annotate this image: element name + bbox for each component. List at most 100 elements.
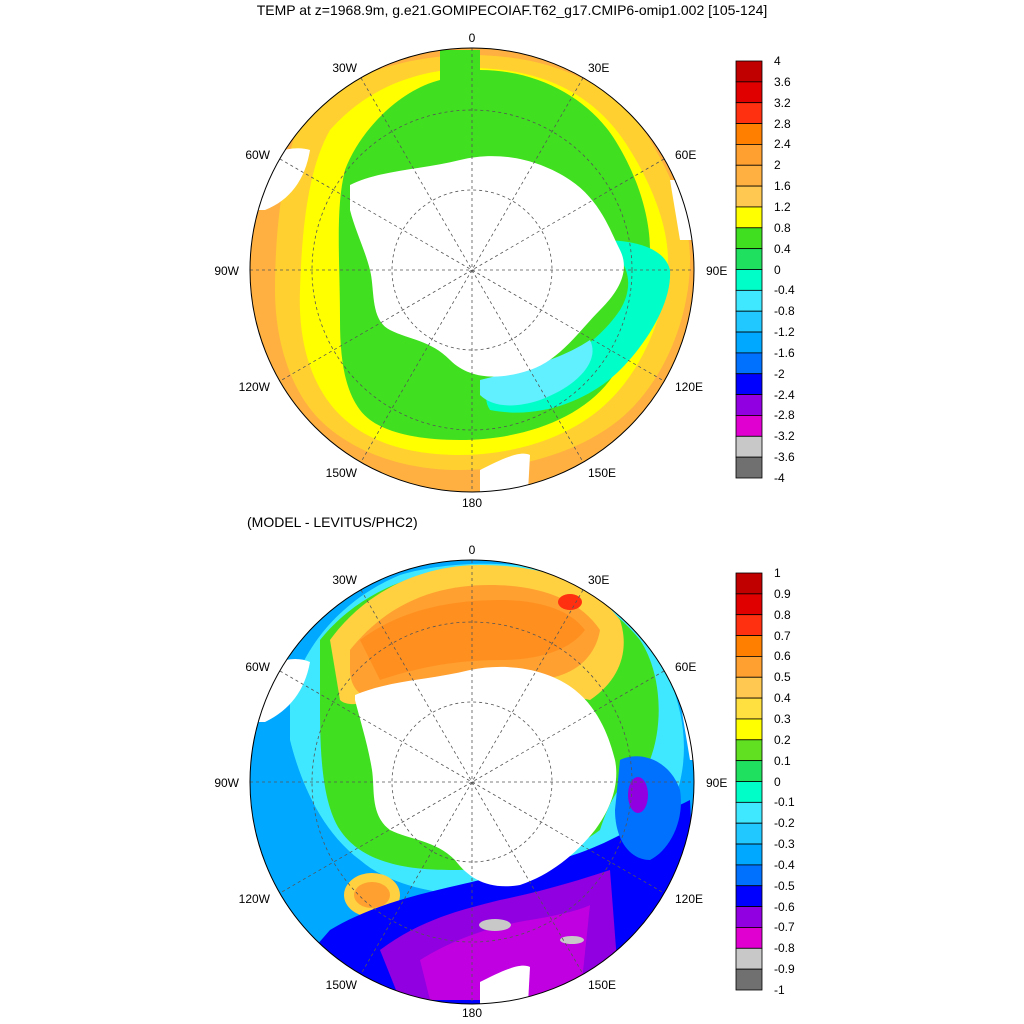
top-colorbar-swatch — [735, 60, 763, 83]
top-colorbar-swatch — [735, 206, 763, 229]
top-lon-label-120w: 120W — [238, 380, 270, 394]
bottom-lon-label-30e: 30E — [588, 573, 610, 587]
top-plot-title: TEMP at z=1968.9m, g.e21.GOMIPECOIAF.T62… — [256, 2, 768, 18]
top-colorbar-label: -1.2 — [774, 325, 795, 340]
bottom-colorbar-swatch — [735, 676, 763, 699]
bottom-colorbar-label: 0.4 — [774, 691, 791, 706]
bottom-colorbar-label: 1 — [774, 566, 781, 580]
bottom-colorbar-swatch — [735, 781, 763, 803]
bottom-colorbar-label: 0.3 — [774, 711, 791, 726]
bottom-colorbar-label: -0.5 — [774, 878, 795, 893]
top-colorbar-swatch — [735, 415, 763, 437]
top-map-border — [249, 47, 695, 493]
top-colorbar-label: -2 — [774, 366, 785, 381]
top-colorbar-swatch — [735, 164, 763, 187]
bottom-colorbar-label: 0.2 — [774, 732, 791, 747]
bottom-plot-title: (MODEL - LEVITUS/PHC2) — [247, 514, 418, 530]
bottom-lon-label-90e: 90E — [706, 776, 728, 790]
top-colorbar-swatch — [735, 352, 763, 375]
bottom-colorbar-swatch — [735, 656, 763, 678]
top-colorbar-swatch — [735, 227, 763, 250]
bottom-colorbar-label: -0.4 — [774, 857, 795, 872]
bottom-colorbar-label: 0 — [774, 774, 781, 789]
top-colorbar-swatch — [735, 373, 763, 396]
bottom-colorbar-label: 0.5 — [774, 670, 791, 685]
bottom-lon-label-90w: 90W — [214, 776, 239, 790]
bottom-lon-label-180: 180 — [461, 1006, 483, 1020]
bottom-lon-label-30w: 30W — [332, 573, 357, 587]
bottom-colorbar-swatch — [735, 718, 763, 741]
top-colorbar-label: -3.2 — [774, 429, 795, 444]
top-colorbar-label: -0.8 — [774, 304, 795, 319]
top-colorbar-label: -3.6 — [774, 450, 795, 465]
bottom-colorbar-label: -0.2 — [774, 816, 795, 831]
top-colorbar-swatch — [735, 123, 763, 145]
top-colorbar-swatch — [735, 102, 763, 124]
top-colorbar-swatch — [735, 269, 763, 291]
top-colorbar-swatch — [735, 435, 763, 458]
bottom-graticule — [250, 560, 694, 1004]
bottom-colorbar-swatch — [735, 927, 763, 949]
top-lon-label-60w: 60W — [245, 148, 270, 162]
bottom-colorbar-swatch — [735, 760, 763, 782]
bottom-colorbar-swatch — [735, 885, 763, 908]
top-temperature-field — [250, 48, 694, 492]
bottom-colorbar-swatch — [735, 864, 763, 887]
top-colorbar-label: 2.4 — [774, 137, 791, 152]
top-colorbar-label: 2 — [774, 158, 781, 173]
bottom-colorbar-swatch — [735, 697, 763, 720]
bottom-lon-label-150e: 150E — [588, 978, 617, 992]
bottom-colorbar-swatch — [735, 635, 763, 657]
top-lon-label-150w: 150W — [325, 466, 357, 480]
top-colorbar-label: 3.6 — [774, 74, 791, 89]
bottom-lon-label-120e: 120E — [675, 892, 704, 906]
top-lon-label-120e: 120E — [675, 380, 704, 394]
top-colorbar-label: -4 — [774, 471, 785, 485]
bottom-difference-field — [250, 560, 694, 1004]
bottom-colorbar — [735, 572, 763, 991]
bottom-colorbar-label: -0.3 — [774, 837, 795, 852]
top-lon-label-30e: 30E — [588, 61, 610, 75]
top-colorbar-swatch — [735, 248, 763, 270]
top-colorbar-swatch — [735, 456, 763, 479]
top-colorbar-swatch — [735, 81, 763, 104]
top-lon-label-150e: 150E — [588, 466, 617, 480]
top-lon-label-0: 0 — [468, 31, 476, 45]
top-lon-label-30w: 30W — [332, 61, 357, 75]
bottom-colorbar-swatch — [735, 739, 763, 762]
bottom-colorbar-label: -0.8 — [774, 941, 795, 956]
top-colorbar-swatch — [735, 310, 763, 333]
bottom-colorbar-swatch — [735, 906, 763, 928]
bottom-lon-label-0: 0 — [468, 543, 476, 557]
top-colorbar-label: 2.8 — [774, 116, 791, 131]
bottom-colorbar-label: 0.8 — [774, 607, 791, 622]
top-colorbar-label: -2.4 — [774, 387, 795, 402]
top-colorbar-label: 3.2 — [774, 95, 791, 110]
bottom-colorbar-label: 0.9 — [774, 586, 791, 601]
bottom-colorbar-label: -0.9 — [774, 962, 795, 977]
top-colorbar-label: 1.2 — [774, 199, 791, 214]
bottom-colorbar-label: 0.6 — [774, 649, 791, 664]
top-graticule — [250, 48, 694, 492]
bottom-colorbar-swatch — [735, 822, 763, 845]
top-lon-label-60e: 60E — [675, 148, 697, 162]
top-colorbar-label: 0.8 — [774, 220, 791, 235]
bottom-colorbar-swatch — [735, 947, 763, 970]
top-colorbar-label: 1.6 — [774, 179, 791, 194]
top-lon-label-90e: 90E — [706, 264, 728, 278]
top-lon-label-180: 180 — [461, 496, 483, 510]
bottom-colorbar-label: -0.7 — [774, 920, 795, 935]
top-lon-label-90w: 90W — [214, 264, 239, 278]
top-colorbar-label: 0.4 — [774, 241, 791, 256]
top-colorbar-label: -1.6 — [774, 345, 795, 360]
bottom-lon-label-60e: 60E — [675, 660, 697, 674]
top-colorbar-swatch — [735, 143, 763, 166]
bottom-lon-label-60w: 60W — [245, 660, 270, 674]
top-colorbar-swatch — [735, 289, 763, 312]
bottom-colorbar-swatch — [735, 572, 763, 595]
bottom-colorbar-label: 0.7 — [774, 628, 791, 643]
top-colorbar-label: 0 — [774, 262, 781, 277]
bottom-colorbar-label: 0.1 — [774, 753, 791, 768]
top-colorbar-swatch — [735, 331, 763, 354]
